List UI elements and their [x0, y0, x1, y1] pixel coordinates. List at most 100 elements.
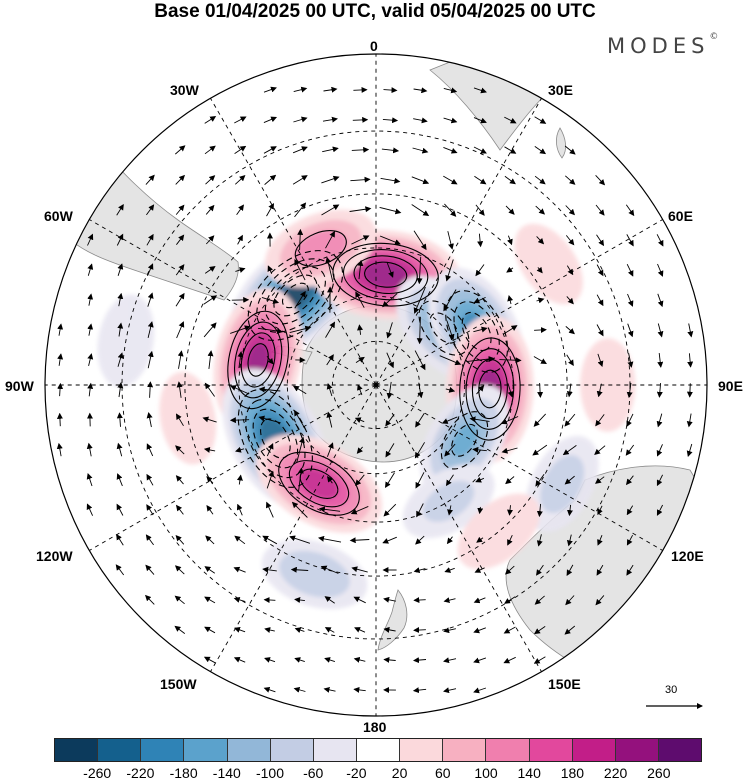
wind-vector [627, 353, 634, 368]
wind-vector [473, 146, 487, 154]
wind-vector [326, 411, 333, 428]
wind-vector [353, 686, 366, 693]
wind-vector [686, 383, 693, 398]
wind-vector [351, 146, 370, 153]
wind-vector [412, 687, 427, 694]
wind-vector [656, 444, 663, 457]
wind-vector [294, 202, 307, 218]
wind-vector [382, 293, 398, 308]
wind-vector [627, 323, 634, 338]
wind-vector [443, 687, 457, 694]
wind-vector [357, 384, 363, 396]
wind-vector [507, 295, 514, 305]
wind-vector [266, 442, 274, 457]
wind-vector [472, 446, 487, 453]
wind-vector [413, 117, 428, 124]
wind-vector [203, 656, 216, 664]
wind-vector [443, 657, 457, 664]
wind-vector [176, 381, 183, 398]
wind-vector [505, 476, 515, 485]
wind-vector [385, 414, 395, 427]
wind-vector [145, 594, 155, 605]
wind-vector [475, 204, 485, 216]
wind-vector [175, 264, 185, 276]
lon-label-90e: 90E [718, 378, 743, 394]
wind-vector [206, 504, 214, 515]
wind-vector [204, 566, 216, 574]
wind-vector [595, 595, 605, 606]
wind-vector [263, 146, 277, 154]
wind-vector [413, 230, 427, 251]
wind-vector [596, 324, 604, 337]
anomaly-contour [342, 249, 429, 301]
wind-vector [416, 256, 423, 285]
wind-vector [322, 116, 338, 123]
wind-vector [566, 383, 573, 398]
wind-vector [444, 203, 457, 217]
anomaly-shading [159, 371, 217, 465]
wind-vector [439, 355, 462, 366]
meridian-line [376, 219, 663, 386]
wind-vector [595, 174, 606, 186]
wind-vector [562, 445, 577, 456]
wind-vector [446, 320, 455, 341]
wind-vector [147, 381, 154, 398]
wind-vector [356, 446, 363, 454]
wind-vector [476, 536, 484, 543]
wind-vector [413, 567, 426, 574]
wind-vector [321, 175, 340, 184]
wind-vector [56, 412, 63, 427]
wind-vector [501, 447, 518, 454]
anomaly-contour [445, 290, 509, 373]
wind-vector [445, 386, 456, 393]
wind-vector [263, 116, 278, 124]
wind-vector [263, 596, 276, 603]
wind-vector [595, 476, 605, 484]
new-zealand [377, 589, 408, 651]
anomaly-contour [256, 258, 335, 333]
wind-vector [357, 324, 363, 335]
wind-vector [504, 116, 517, 124]
wind-vector [115, 564, 125, 576]
wind-vector [326, 354, 334, 366]
wind-vector [86, 473, 93, 487]
colorbar-swatch [443, 739, 487, 761]
wind-vector [626, 382, 633, 399]
wind-vector [475, 264, 485, 277]
wind-vector [294, 409, 306, 430]
wind-vector [289, 325, 312, 334]
wind-vector [146, 263, 154, 276]
wind-vector [290, 566, 309, 573]
wind-vector [474, 175, 487, 185]
wind-vector [87, 382, 94, 397]
wind-vector [175, 204, 185, 215]
wind-vector [147, 321, 154, 339]
meridian-line [89, 384, 376, 551]
colorbar-swatch [356, 739, 401, 761]
wind-vector [476, 385, 485, 395]
wind-vector [296, 436, 305, 463]
wind-vector [202, 416, 217, 423]
colorbar-swatch [658, 739, 702, 761]
wind-vector [473, 597, 486, 604]
wind-vector [266, 470, 275, 489]
wind-vector [413, 627, 426, 634]
wind-vector [294, 627, 305, 633]
wind-vector [289, 535, 311, 544]
wind-vector [326, 442, 334, 457]
wind-vector [353, 86, 368, 93]
wind-vector [175, 445, 185, 455]
wind-vector [380, 177, 401, 184]
wind-vector [350, 505, 369, 515]
wind-vector [293, 86, 308, 93]
wind-vector [504, 175, 516, 185]
wind-vector [413, 286, 426, 314]
wind-vector [229, 417, 250, 424]
anomaly-shading [364, 261, 408, 288]
wind-vector [415, 535, 425, 545]
wind-vector [474, 567, 485, 573]
wind-vector [147, 292, 154, 307]
lon-label-30w: 30W [170, 82, 199, 98]
wind-vector [355, 291, 365, 308]
wind-vector [565, 235, 575, 246]
